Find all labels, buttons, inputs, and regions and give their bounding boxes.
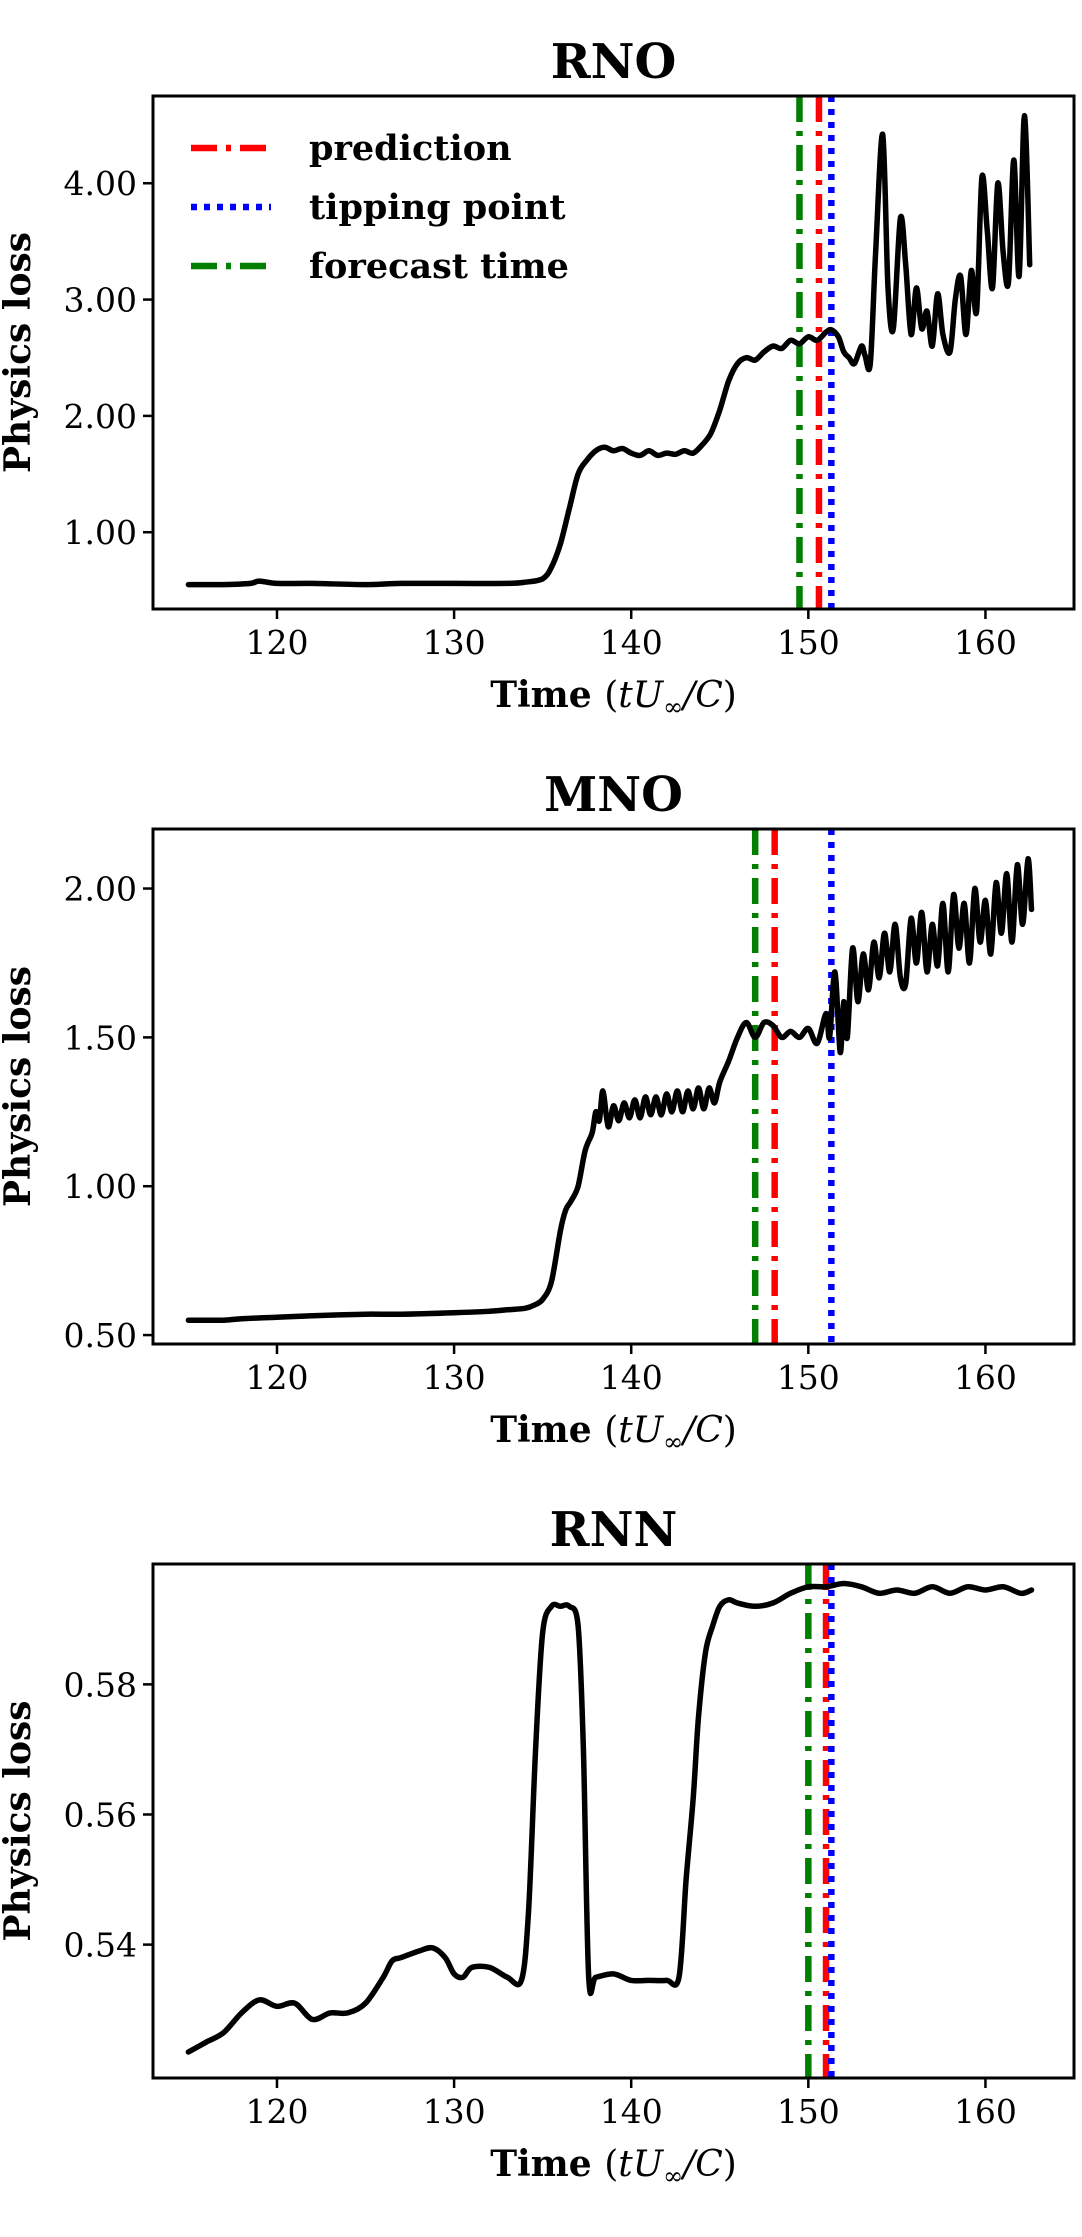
y-tick-label: 1.50 xyxy=(64,1018,137,1057)
y-axis-label: Physics loss xyxy=(0,232,39,473)
panel-rnn: RNN 120 130 140 150 160 0.54 0.56 0.58 Time (tU∞/… xyxy=(0,1502,1076,2190)
x-axis-label: Time (tU∞/C) xyxy=(490,674,737,721)
y-tick-label: 1.00 xyxy=(64,513,137,552)
x-tick-label: 160 xyxy=(954,1358,1017,1397)
x-axis-label: Time (tU∞/C) xyxy=(490,1409,737,1456)
y-tick-label: 0.56 xyxy=(64,1795,137,1834)
legend-label-forecast-time: forecast time xyxy=(309,246,569,287)
panel-mno: MNO 120 130 140 150 160 0.50 1.00 1.50 2.00 Time (… xyxy=(0,767,1076,1456)
legend-label-tipping-point: tipping point xyxy=(309,187,566,228)
marker-lines xyxy=(751,829,835,1344)
panel-rno: RNO 120 130 140 150 160 1.00 2.00 3.00 4.00 Time (… xyxy=(0,34,1076,721)
axes-frame xyxy=(151,1562,1076,2080)
axes-frame xyxy=(151,94,1076,611)
x-tick-label: 140 xyxy=(600,623,663,662)
x-tick-label: 120 xyxy=(245,2092,308,2131)
chart-title: RNO xyxy=(551,34,677,90)
series-line-loss xyxy=(185,1580,1035,2055)
x-tick-label: 130 xyxy=(423,2092,486,2131)
y-tick-label: 4.00 xyxy=(64,164,137,203)
series-line-loss xyxy=(185,113,1033,588)
legend-label-prediction: prediction xyxy=(309,128,512,169)
y-tick-label: 0.58 xyxy=(64,1665,137,1704)
y-tick-label: 2.00 xyxy=(64,397,137,436)
x-tick-label: 140 xyxy=(600,1358,663,1397)
marker-lines xyxy=(796,96,835,609)
legend: prediction tipping point forecast time xyxy=(191,128,569,287)
axes-frame xyxy=(151,827,1076,1346)
x-tick-label: 120 xyxy=(245,623,308,662)
x-tick-label: 160 xyxy=(954,2092,1017,2131)
y-tick-label: 0.54 xyxy=(64,1926,137,1965)
x-tick-label: 140 xyxy=(600,2092,663,2131)
chart-title: RNN xyxy=(550,1502,678,1558)
x-tick-label: 120 xyxy=(245,1358,308,1397)
series-line-loss xyxy=(185,856,1035,1324)
marker-lines xyxy=(805,1564,835,2078)
x-tick-label: 150 xyxy=(777,623,840,662)
y-tick-label: 3.00 xyxy=(64,281,137,320)
x-axis-label: Time (tU∞/C) xyxy=(490,2143,737,2190)
y-tick-label: 0.50 xyxy=(64,1316,137,1355)
x-tick-label: 150 xyxy=(777,2092,840,2131)
x-tick-label: 160 xyxy=(954,623,1017,662)
y-axis-label: Physics loss xyxy=(0,1700,39,1941)
y-tick-label: 1.00 xyxy=(64,1167,137,1206)
x-tick-label: 130 xyxy=(423,623,486,662)
y-tick-label: 2.00 xyxy=(64,870,137,909)
x-tick-label: 130 xyxy=(423,1358,486,1397)
chart-title: MNO xyxy=(544,767,683,823)
x-tick-label: 150 xyxy=(777,1358,840,1397)
y-axis-label: Physics loss xyxy=(0,966,39,1207)
